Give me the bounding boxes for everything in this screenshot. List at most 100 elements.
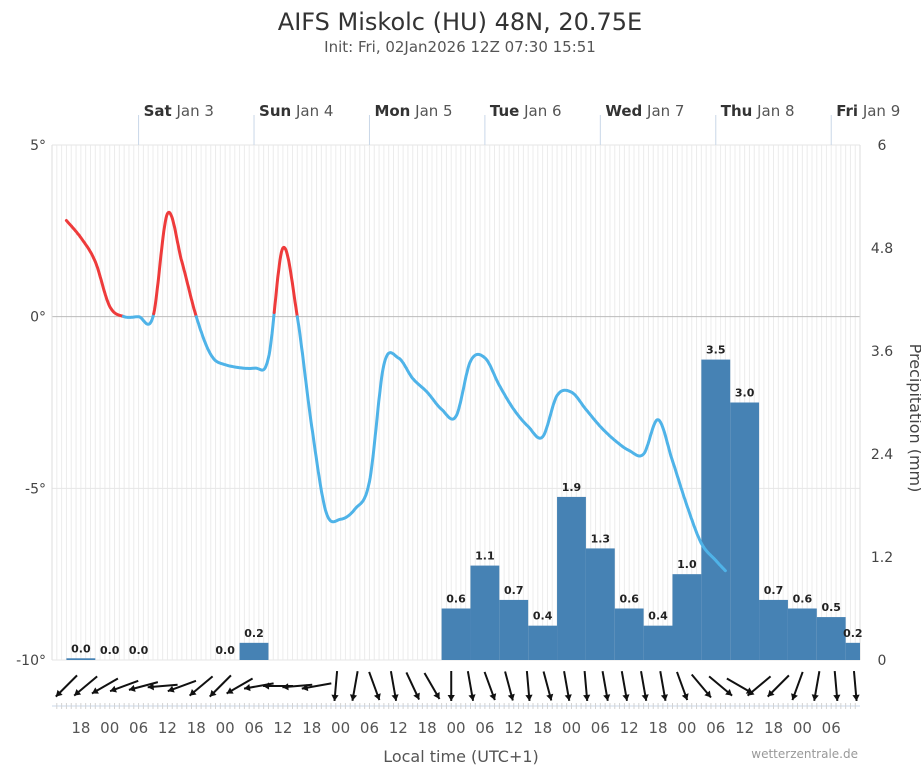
wind-arrow — [147, 683, 178, 691]
wind-arrow — [188, 675, 214, 697]
precipitation-bar — [499, 599, 529, 660]
wind-arrow — [811, 671, 821, 701]
precipitation-value-label: 0.0 — [71, 642, 91, 655]
hour-tick-label: 18 — [764, 719, 783, 737]
wind-arrow — [640, 671, 649, 701]
precipitation-bar — [470, 565, 500, 660]
hour-tick-label: 12 — [389, 719, 408, 737]
precipitation-value-label: 3.5 — [706, 344, 726, 357]
precipitation-axis-title: Precipitation (mm) — [906, 344, 921, 493]
wind-arrow — [55, 674, 78, 698]
wind-arrow — [301, 682, 332, 692]
precipitation-value-label: 1.3 — [591, 532, 611, 545]
temperature-below-zero-segment — [295, 315, 727, 573]
precipitation-bar — [585, 548, 615, 660]
precipitation-value-label: 1.1 — [475, 550, 495, 563]
day-name: Fri — [836, 102, 858, 120]
hour-tick-label: 06 — [360, 719, 379, 737]
wind-arrows — [55, 670, 860, 702]
wind-arrow — [349, 671, 359, 701]
x-axis-title: Local time (UTC+1) — [383, 747, 539, 766]
precipitation-value-label: 0.7 — [504, 584, 524, 597]
hour-tick-label: 00 — [216, 719, 235, 737]
hour-tick-label: 00 — [100, 719, 119, 737]
precipitation-value-label: 3.0 — [735, 387, 755, 400]
hour-tick-label: 06 — [129, 719, 148, 737]
day-label: Tue Jan 6 — [490, 102, 562, 120]
precipitation-value-label: 0.6 — [793, 593, 813, 606]
hour-tick-label: 06 — [706, 719, 725, 737]
precipitation-axis: 6 4.8 3.6 2.4 1.2 0 — [871, 138, 893, 669]
chart-title: AIFS Miskolc (HU) 48N, 20.75E — [278, 8, 642, 36]
hour-tick-label: 12 — [273, 719, 292, 737]
wind-arrow — [708, 675, 733, 697]
wind-arrow — [73, 675, 98, 697]
wind-arrow — [542, 671, 554, 701]
hour-tick-label: 00 — [331, 719, 350, 737]
precipitation-tick-label: 2.4 — [871, 447, 893, 463]
precipitation-value-label: 0.7 — [764, 584, 784, 597]
temperature-tick-label: -10° — [16, 653, 46, 669]
wind-arrow — [423, 672, 441, 700]
temperature-below-zero-segment — [121, 312, 156, 326]
temperature-below-zero-segment — [194, 311, 276, 372]
wind-arrow — [167, 679, 197, 693]
precipitation-value-label: 0.5 — [821, 601, 841, 614]
hour-tick-label: 06 — [591, 719, 610, 737]
hour-axis: 18 00 06 12 18 00 06 12 18 00 06 12 18 00 06 12 18 00 06 12… — [52, 703, 860, 737]
wind-arrow — [209, 674, 232, 698]
day-name: Thu — [721, 102, 753, 120]
wind-arrow — [447, 671, 455, 701]
temperature-tick-label: 5° — [30, 138, 46, 154]
precipitation-bar — [845, 642, 860, 660]
precipitation-value-label: 0.0 — [129, 644, 149, 657]
day-name: Sat — [144, 102, 172, 120]
day-label: Thu Jan 8 — [721, 102, 795, 120]
hour-tick-label: 18 — [418, 719, 437, 737]
wind-arrow — [504, 671, 515, 701]
day-label: Sun Jan 4 — [259, 102, 333, 120]
wind-arrow — [833, 670, 841, 702]
temperature-tick-label: -5° — [25, 481, 46, 497]
precipitation-bar — [787, 608, 817, 660]
hour-tick-label: 12 — [504, 719, 523, 737]
wind-arrow — [791, 671, 804, 701]
temperature-axis: 5° 0° -5° -10° — [16, 138, 46, 669]
precipitation-tick-label: 3.6 — [871, 344, 893, 360]
wind-arrow — [659, 671, 668, 701]
precipitation-bar — [701, 359, 731, 660]
wind-arrow — [726, 677, 754, 695]
temperature-above-zero-segment — [152, 210, 198, 319]
wind-arrow — [746, 675, 772, 697]
wind-arrow — [601, 671, 611, 701]
day-label: Fri Jan 9 — [836, 102, 900, 120]
day-name: Wed — [605, 102, 642, 120]
wind-arrow — [852, 670, 860, 702]
hour-tick-label: 00 — [793, 719, 812, 737]
hour-tick-label: 18 — [302, 719, 321, 737]
precipitation-value-label: 1.9 — [562, 481, 582, 494]
day-name: Sun — [259, 102, 291, 120]
wind-arrow — [405, 671, 420, 701]
precipitation-tick-label: 0 — [878, 653, 887, 669]
wind-arrow — [389, 671, 399, 701]
precipitation-bar — [557, 496, 586, 660]
hour-tick-label: 00 — [446, 719, 465, 737]
precipitation-tick-label: 1.2 — [871, 550, 893, 566]
temperature-above-zero-segment — [64, 219, 125, 318]
wind-arrow — [483, 671, 497, 701]
day-label: Wed Jan 7 — [605, 102, 684, 120]
hour-tick-label: 18 — [649, 719, 668, 737]
wind-arrow — [766, 674, 790, 698]
wind-arrow — [226, 677, 254, 695]
wind-arrow — [563, 671, 572, 701]
wind-arrow — [583, 670, 591, 702]
precipitation-bar — [730, 402, 760, 660]
day-date: Jan 8 — [752, 102, 794, 120]
precipitation-tick-label: 4.8 — [871, 241, 893, 257]
wind-arrow — [620, 671, 630, 701]
day-date: Jan 3 — [172, 102, 214, 120]
precipitation-bar — [759, 599, 788, 660]
precipitation-value-label: 0.2 — [244, 627, 264, 640]
